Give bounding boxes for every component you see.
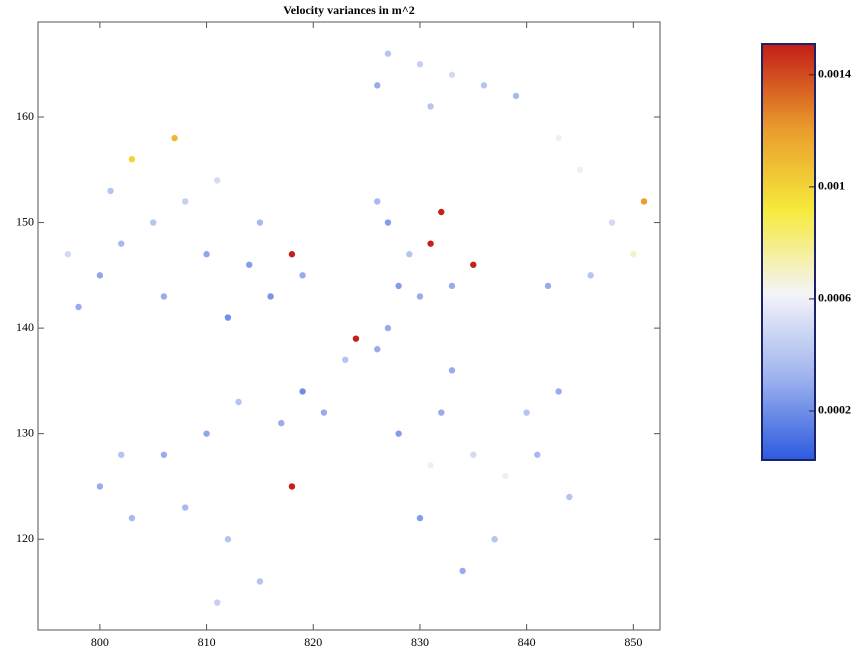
point [502, 472, 509, 480]
point [203, 251, 210, 258]
colorbar [761, 43, 816, 461]
x-tick-label: 850 [624, 635, 642, 649]
point [107, 187, 114, 195]
point [416, 514, 424, 522]
point [203, 430, 210, 437]
colorbar-tick-label: 0.0002 [818, 403, 851, 417]
point [256, 219, 264, 226]
point [566, 493, 573, 501]
point [438, 208, 445, 216]
point [182, 198, 189, 205]
point [320, 409, 328, 416]
point [470, 451, 477, 458]
point [235, 398, 242, 406]
x-tick-label: 800 [91, 635, 109, 649]
point [374, 346, 381, 353]
point [395, 430, 402, 437]
point [374, 82, 381, 89]
point [118, 451, 125, 458]
point [406, 251, 413, 258]
point [448, 367, 456, 374]
point [267, 293, 274, 300]
point [544, 282, 552, 290]
point [64, 251, 72, 258]
y-tick-label: 120 [16, 531, 34, 545]
point [299, 388, 306, 395]
point [288, 251, 296, 258]
point [118, 240, 125, 247]
point [576, 166, 584, 173]
point [214, 177, 221, 184]
point [96, 272, 104, 279]
colorbar-tick-label: 0.0014 [818, 67, 851, 81]
point [352, 335, 360, 342]
point [448, 71, 456, 78]
point [288, 483, 296, 490]
x-tick-label: 820 [304, 635, 322, 649]
point [160, 451, 168, 458]
point [96, 483, 104, 490]
point [75, 303, 82, 311]
point [416, 293, 424, 300]
point [278, 419, 285, 427]
x-tick-label: 840 [518, 635, 536, 649]
point [630, 251, 637, 258]
point [224, 314, 232, 321]
point [427, 103, 434, 110]
point [256, 578, 264, 585]
x-tick-label: 830 [411, 635, 429, 649]
chart-title: Velocity variances in m^2 [283, 3, 415, 17]
point [342, 356, 349, 363]
y-tick-label: 150 [16, 214, 34, 228]
point [384, 50, 392, 57]
point [374, 198, 381, 205]
point [534, 451, 541, 458]
point [555, 134, 562, 142]
point [512, 92, 520, 100]
point [480, 82, 488, 89]
point [395, 282, 402, 290]
point [608, 219, 616, 226]
point [587, 272, 594, 279]
point [427, 462, 434, 469]
point [182, 504, 189, 511]
point [128, 156, 136, 163]
point [555, 388, 562, 395]
plot-frame [37, 21, 661, 631]
point [246, 261, 253, 268]
colorbar-tick-label: 0.001 [818, 179, 845, 193]
point [523, 409, 530, 416]
point [448, 282, 456, 290]
point [470, 261, 477, 268]
point [171, 134, 178, 142]
point [416, 61, 424, 68]
y-tick-label: 130 [16, 425, 34, 439]
point [384, 219, 392, 226]
colorbar-tick-label: 0.0006 [818, 291, 851, 305]
point [491, 536, 498, 543]
point [224, 536, 232, 543]
point [640, 198, 648, 205]
x-tick-label: 810 [198, 635, 216, 649]
point [459, 567, 466, 575]
point [427, 240, 434, 247]
y-tick-label: 160 [16, 109, 34, 123]
point [128, 514, 136, 522]
y-tick-label: 140 [16, 320, 34, 334]
point [214, 599, 221, 606]
point [150, 219, 157, 226]
point [160, 293, 168, 300]
point [438, 409, 445, 416]
point [384, 324, 392, 332]
point [299, 272, 306, 279]
